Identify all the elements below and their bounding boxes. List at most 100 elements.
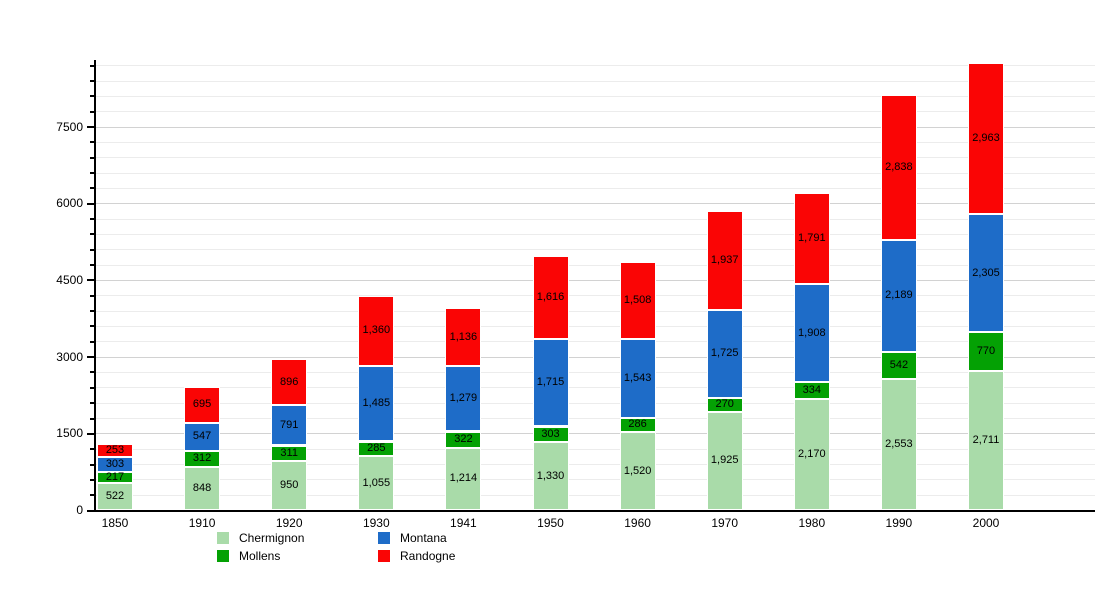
y-major-tick xyxy=(87,202,94,205)
y-minor-tick xyxy=(90,141,94,144)
minor-gridline xyxy=(95,341,1095,343)
bar-segment-randogne-1980: 1,791 xyxy=(793,192,830,285)
minor-gridline xyxy=(95,325,1095,327)
minor-gridline xyxy=(95,387,1095,389)
minor-gridline xyxy=(95,371,1095,373)
minor-gridline xyxy=(95,494,1095,496)
segment-value-label: 791 xyxy=(280,418,299,431)
segment-value-label: 542 xyxy=(889,359,909,372)
legend-item-chermignon: Chermignon xyxy=(217,531,304,545)
y-tick-label: 1500 xyxy=(56,426,83,441)
x-tick-label-1970: 1970 xyxy=(711,516,739,530)
legend-swatch-montana xyxy=(378,532,390,544)
segment-value-label: 1,925 xyxy=(710,454,739,467)
x-tick-label-1941: 1941 xyxy=(450,516,477,530)
bar-segment-mollens-1910: 312 xyxy=(184,450,221,467)
bar-segment-montana-1950: 1,715 xyxy=(532,338,569,427)
bar-segment-chermignon-1980: 2,170 xyxy=(793,399,830,510)
bar-segment-chermignon-2000: 2,711 xyxy=(968,371,1004,510)
segment-value-label: 1,360 xyxy=(362,324,391,337)
segment-value-label: 2,553 xyxy=(885,438,913,451)
minor-gridline xyxy=(95,448,1095,450)
y-major-tick xyxy=(87,126,94,128)
segment-value-label: 1,616 xyxy=(536,290,565,303)
y-minor-tick xyxy=(90,371,94,374)
y-axis-line xyxy=(94,60,96,512)
legend-item-randogne: Randogne xyxy=(378,549,455,563)
y-minor-tick xyxy=(90,310,94,313)
segment-value-label: 1,908 xyxy=(798,326,826,339)
bar-segment-mollens-1990: 542 xyxy=(880,351,917,380)
segment-value-label: 896 xyxy=(280,375,299,388)
segment-value-label: 950 xyxy=(280,479,299,492)
bar-segment-mollens-1980: 334 xyxy=(793,382,830,400)
segment-value-label: 303 xyxy=(541,427,560,440)
bar-segment-randogne-1990: 2,838 xyxy=(880,94,917,240)
segment-value-label: 770 xyxy=(976,345,996,358)
minor-gridline xyxy=(95,464,1095,465)
minor-gridline xyxy=(95,141,1095,143)
y-minor-tick xyxy=(90,494,94,497)
y-minor-tick xyxy=(90,478,94,481)
segment-value-label: 1,055 xyxy=(362,476,391,489)
segment-value-label: 322 xyxy=(454,433,473,446)
segment-value-label: 312 xyxy=(192,452,212,465)
bar-segment-randogne-1850: 253 xyxy=(97,443,133,457)
segment-value-label: 1,214 xyxy=(449,472,478,485)
segment-value-label: 286 xyxy=(628,418,647,431)
y-minor-tick xyxy=(90,417,94,420)
x-axis-line xyxy=(92,510,1095,512)
minor-gridline xyxy=(95,233,1095,235)
bar-segment-randogne-1950: 1,616 xyxy=(532,256,569,339)
bar-segment-chermignon-1910: 848 xyxy=(184,466,221,510)
y-minor-tick xyxy=(90,402,94,405)
minor-gridline xyxy=(95,95,1095,97)
y-minor-tick xyxy=(90,325,94,328)
segment-value-label: 2,838 xyxy=(885,160,913,173)
major-gridline xyxy=(95,356,1095,358)
y-minor-tick xyxy=(90,95,94,98)
y-tick-label: 0 xyxy=(76,503,83,517)
bar-segment-chermignon-1920: 950 xyxy=(271,461,308,510)
legend-label: Mollens xyxy=(239,549,281,563)
bar-segment-chermignon-1990: 2,553 xyxy=(880,379,917,510)
segment-value-label: 1,330 xyxy=(536,469,565,482)
x-tick-label-1990: 1990 xyxy=(885,516,913,530)
bar-segment-randogne-1941: 1,136 xyxy=(445,308,482,367)
major-gridline xyxy=(95,203,1095,205)
minor-gridline xyxy=(95,65,1095,67)
x-tick-label-1920: 1920 xyxy=(275,516,303,530)
minor-gridline xyxy=(95,479,1095,481)
segment-value-label: 334 xyxy=(802,384,821,397)
segment-value-label: 1,508 xyxy=(623,293,652,306)
legend-label: Chermignon xyxy=(239,531,305,545)
bar-segment-mollens-1920: 311 xyxy=(271,445,308,462)
minor-gridline xyxy=(95,402,1095,404)
segment-value-label: 1,937 xyxy=(710,253,739,266)
y-tick-label: 3000 xyxy=(56,349,83,364)
bar-segment-chermignon-1950: 1,330 xyxy=(532,442,569,510)
minor-gridline xyxy=(95,218,1095,220)
y-minor-tick xyxy=(90,80,94,82)
minor-gridline xyxy=(95,264,1095,266)
y-minor-tick xyxy=(90,64,94,67)
bar-segment-mollens-2000: 770 xyxy=(968,332,1004,372)
bar-segment-mollens-1960: 286 xyxy=(619,417,656,433)
bar-segment-montana-1960: 1,543 xyxy=(619,338,656,418)
segment-value-label: 1,279 xyxy=(449,392,478,405)
legend-label: Montana xyxy=(400,531,447,545)
minor-gridline xyxy=(95,80,1095,82)
segment-value-label: 848 xyxy=(192,481,212,494)
x-tick-label-1960: 1960 xyxy=(624,516,651,530)
y-minor-tick xyxy=(90,172,94,174)
minor-gridline xyxy=(95,418,1095,419)
y-minor-tick xyxy=(90,386,94,389)
minor-gridline xyxy=(95,310,1095,312)
legend-swatch-chermignon xyxy=(217,532,229,544)
segment-value-label: 2,711 xyxy=(972,434,1000,447)
segment-value-label: 1,715 xyxy=(536,376,565,389)
minor-gridline xyxy=(95,157,1095,159)
segment-value-label: 1,725 xyxy=(710,347,739,360)
y-major-tick xyxy=(87,279,94,282)
